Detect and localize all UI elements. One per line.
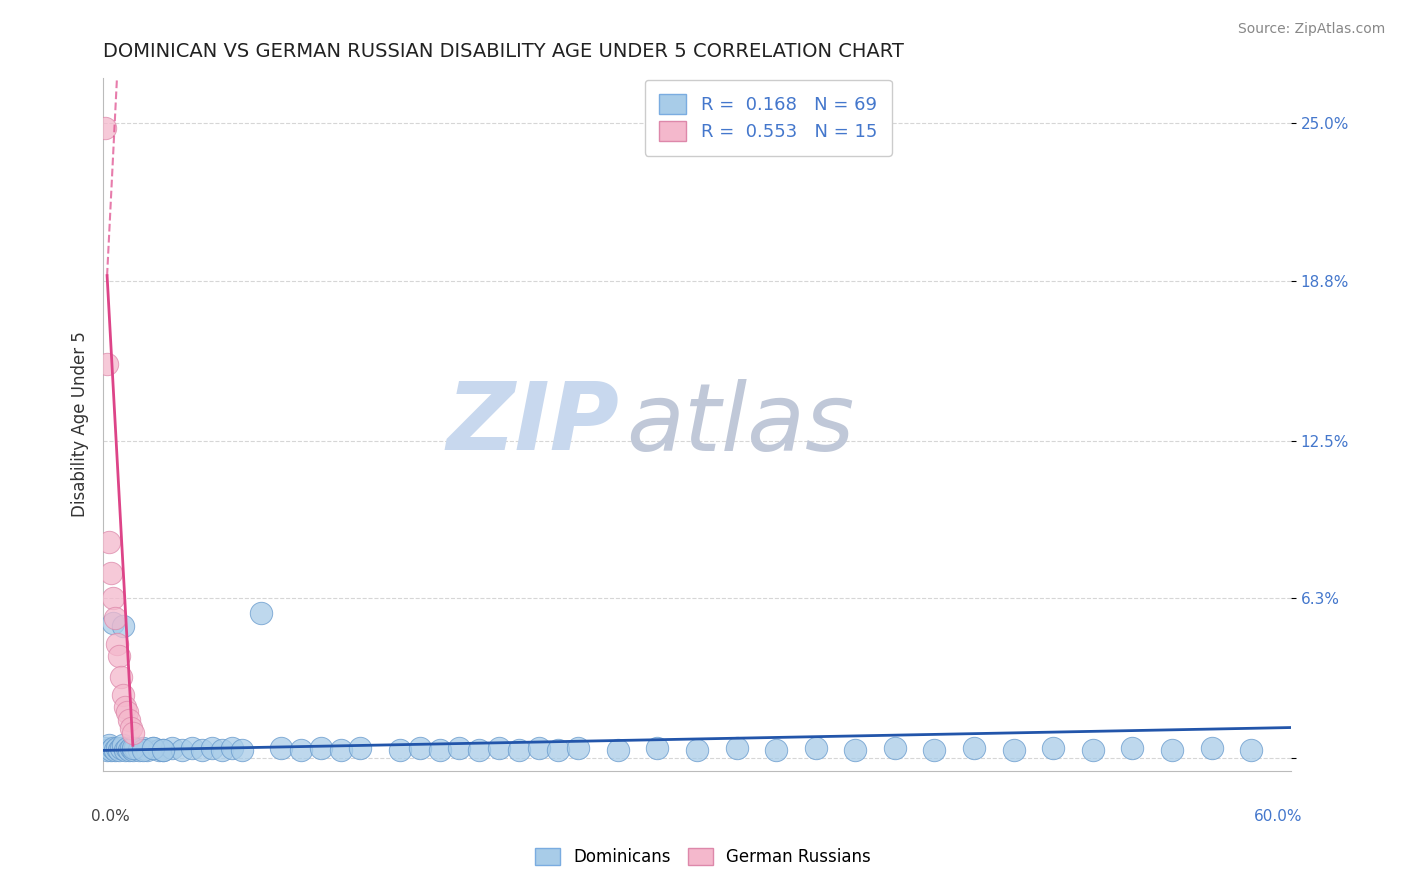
Point bbox=[765, 743, 787, 757]
Point bbox=[647, 740, 669, 755]
Point bbox=[105, 740, 128, 755]
Point bbox=[98, 535, 121, 549]
Legend: Dominicans, German Russians: Dominicans, German Russians bbox=[527, 840, 879, 875]
Point bbox=[132, 743, 155, 757]
Point bbox=[804, 740, 827, 755]
Point bbox=[121, 725, 143, 739]
Point bbox=[844, 743, 866, 757]
Point bbox=[172, 743, 194, 757]
Point bbox=[121, 743, 143, 757]
Point bbox=[110, 740, 132, 755]
Point bbox=[111, 619, 134, 633]
Point bbox=[686, 743, 709, 757]
Point bbox=[98, 739, 121, 753]
Point bbox=[108, 743, 131, 757]
Point bbox=[924, 743, 946, 757]
Point bbox=[389, 743, 412, 757]
Point bbox=[120, 740, 142, 755]
Point bbox=[349, 740, 371, 755]
Point bbox=[309, 740, 332, 755]
Point bbox=[221, 740, 243, 755]
Point bbox=[142, 740, 165, 755]
Point bbox=[231, 743, 253, 757]
Point bbox=[409, 740, 432, 755]
Point bbox=[115, 740, 138, 755]
Point bbox=[104, 743, 127, 757]
Point bbox=[429, 743, 451, 757]
Point bbox=[132, 740, 155, 755]
Point bbox=[124, 740, 146, 755]
Point bbox=[1240, 743, 1263, 757]
Point bbox=[488, 740, 510, 755]
Point bbox=[1081, 743, 1104, 757]
Text: Source: ZipAtlas.com: Source: ZipAtlas.com bbox=[1237, 22, 1385, 37]
Point bbox=[101, 740, 124, 755]
Point bbox=[105, 637, 128, 651]
Point bbox=[96, 358, 118, 372]
Point bbox=[152, 743, 174, 757]
Text: 60.0%: 60.0% bbox=[1254, 809, 1302, 824]
Point bbox=[114, 743, 136, 757]
Point bbox=[108, 649, 131, 664]
Point bbox=[101, 591, 124, 605]
Point bbox=[152, 743, 174, 757]
Point bbox=[121, 740, 143, 755]
Point bbox=[96, 743, 118, 757]
Point bbox=[114, 700, 136, 714]
Point bbox=[191, 743, 214, 757]
Point bbox=[725, 740, 748, 755]
Y-axis label: Disability Age Under 5: Disability Age Under 5 bbox=[72, 331, 89, 517]
Point bbox=[118, 743, 141, 757]
Text: DOMINICAN VS GERMAN RUSSIAN DISABILITY AGE UNDER 5 CORRELATION CHART: DOMINICAN VS GERMAN RUSSIAN DISABILITY A… bbox=[103, 42, 904, 61]
Point bbox=[104, 611, 127, 625]
Point bbox=[115, 706, 138, 720]
Point bbox=[100, 566, 122, 580]
Point bbox=[201, 740, 224, 755]
Point bbox=[547, 743, 569, 757]
Point bbox=[1161, 743, 1184, 757]
Point bbox=[135, 743, 157, 757]
Point bbox=[508, 743, 530, 757]
Point bbox=[270, 740, 292, 755]
Point bbox=[527, 740, 550, 755]
Point bbox=[111, 688, 134, 702]
Point bbox=[128, 743, 150, 757]
Point bbox=[329, 743, 352, 757]
Point bbox=[100, 743, 122, 757]
Point bbox=[1121, 740, 1143, 755]
Point bbox=[1201, 740, 1223, 755]
Point bbox=[211, 743, 233, 757]
Point bbox=[162, 740, 184, 755]
Point bbox=[1002, 743, 1025, 757]
Text: ZIP: ZIP bbox=[447, 378, 620, 470]
Point bbox=[1042, 740, 1064, 755]
Point bbox=[94, 121, 117, 136]
Point bbox=[963, 740, 986, 755]
Point bbox=[120, 721, 142, 735]
Point bbox=[148, 743, 170, 757]
Point bbox=[250, 607, 273, 621]
Point bbox=[142, 740, 165, 755]
Point bbox=[606, 743, 628, 757]
Point bbox=[118, 713, 141, 727]
Point bbox=[111, 739, 134, 753]
Point bbox=[181, 740, 204, 755]
Point bbox=[567, 740, 589, 755]
Point bbox=[110, 670, 132, 684]
Legend: R =  0.168   N = 69, R =  0.553   N = 15: R = 0.168 N = 69, R = 0.553 N = 15 bbox=[645, 79, 891, 155]
Point bbox=[449, 740, 471, 755]
Text: atlas: atlas bbox=[626, 378, 853, 470]
Point bbox=[290, 743, 312, 757]
Point bbox=[101, 616, 124, 631]
Point bbox=[883, 740, 905, 755]
Point bbox=[94, 740, 117, 755]
Point bbox=[468, 743, 491, 757]
Text: 0.0%: 0.0% bbox=[91, 809, 129, 824]
